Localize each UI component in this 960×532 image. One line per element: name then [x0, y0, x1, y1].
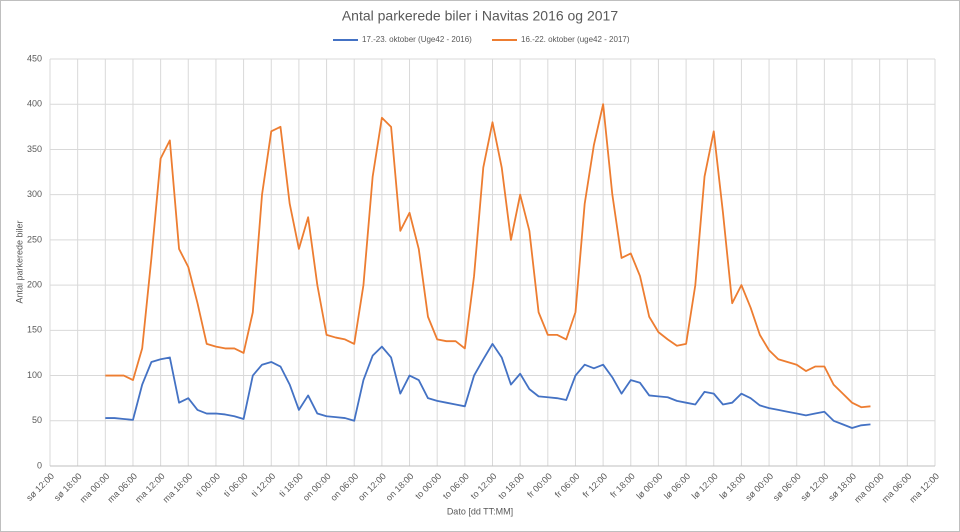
legend-label: 17.-23. oktober (Uge42 - 2016): [362, 35, 472, 44]
y-tick-label: 150: [27, 325, 42, 335]
y-tick-label: 100: [27, 370, 42, 380]
y-tick-label: 50: [32, 415, 42, 425]
y-tick-label: 400: [27, 99, 42, 109]
y-tick-label: 350: [27, 144, 42, 154]
data-line: [105, 103, 871, 409]
data-line: [105, 343, 871, 429]
chart-title: Antal parkerede biler i Navitas 2016 og …: [342, 8, 619, 24]
y-tick-label: 200: [27, 279, 42, 289]
x-axis-label: Dato [dd TT:MM]: [447, 506, 513, 516]
y-tick-label: 250: [27, 234, 42, 244]
y-tick-label: 300: [27, 189, 42, 199]
y-tick-label: 0: [37, 460, 42, 470]
y-tick-label: 450: [27, 53, 42, 63]
legend-label: 16.-22. oktober (uge42 - 2017): [521, 35, 630, 44]
y-axis-label: Antal parkerede biler: [14, 220, 24, 303]
